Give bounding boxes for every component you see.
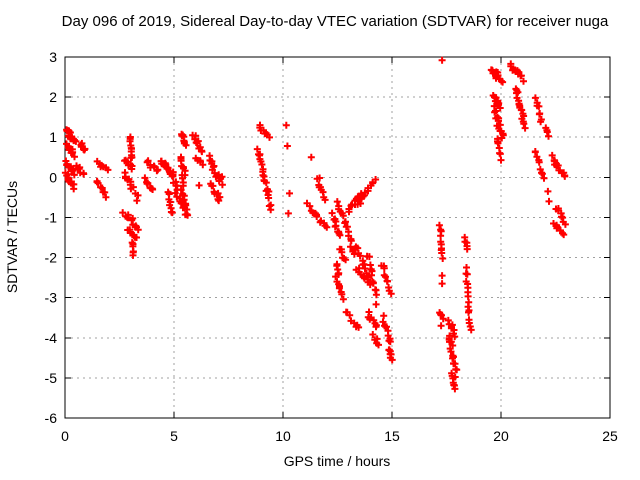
x-tick-label: 5 [170, 428, 178, 444]
data-points [61, 56, 569, 393]
x-tick-label: 0 [61, 428, 69, 444]
y-tick-label: 2 [49, 89, 57, 105]
x-tick-label: 20 [493, 428, 509, 444]
y-tick-label: -3 [45, 290, 58, 306]
y-tick-label: 3 [49, 49, 57, 65]
x-tick-label: 10 [275, 428, 291, 444]
y-tick-label: -5 [45, 370, 58, 386]
y-tick-label: -1 [45, 209, 58, 225]
y-axis-label: SDTVAR / TECUs [4, 181, 20, 293]
y-tick-label: 1 [49, 129, 57, 145]
x-tick-label: 15 [384, 428, 400, 444]
y-tick-label: -4 [45, 330, 58, 346]
y-tick-label: 0 [49, 169, 57, 185]
plot-border [64, 56, 611, 419]
y-tick-label: -2 [45, 250, 58, 266]
chart-title: Day 096 of 2019, Sidereal Day-to-day VTE… [62, 13, 609, 30]
y-tick-label: -6 [45, 410, 58, 426]
x-axis-label: GPS time / hours [284, 453, 391, 469]
gridlines [65, 57, 610, 418]
x-tick-label: 25 [602, 428, 618, 444]
